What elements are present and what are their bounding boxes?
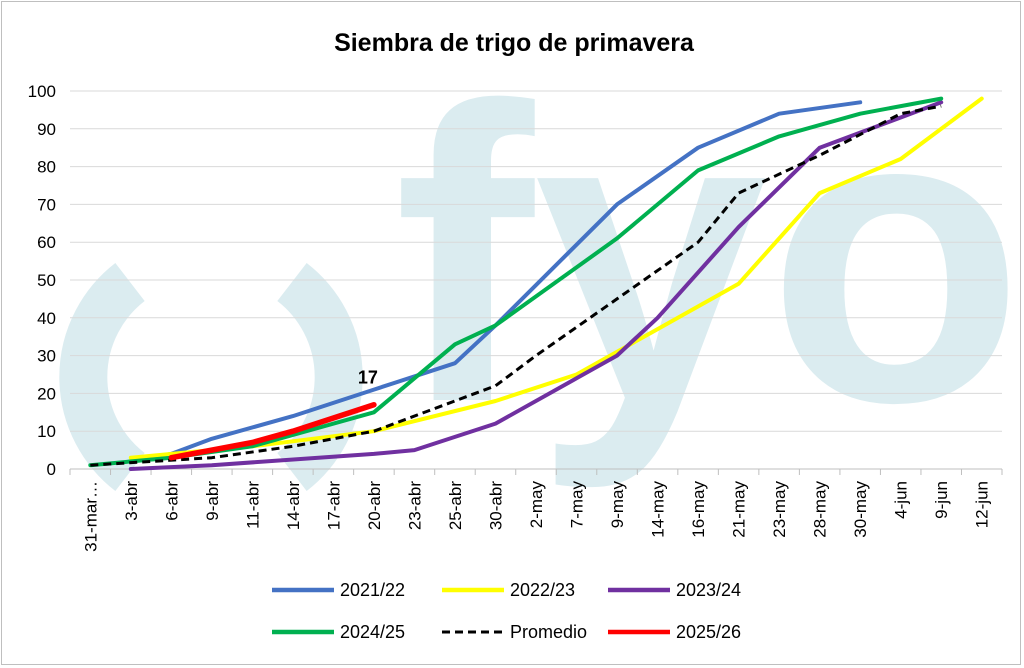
series-line-2022-23 — [128, 96, 984, 460]
legend-label: 2022/23 — [510, 580, 575, 600]
x-tick-label: 11-abr — [243, 481, 262, 529]
watermark-text: fyo — [394, 21, 1022, 492]
x-tick-label: 30-abr — [486, 481, 505, 530]
x-tick-label: 6-abr — [162, 481, 181, 521]
x-tick-label: 23-may — [770, 481, 789, 538]
annotations: 17 — [358, 368, 378, 388]
y-axis: 0 10 20 30 40 50 60 70 80 90 100 — [28, 82, 56, 479]
x-tick-label: 12-jun — [973, 481, 992, 528]
legend-item-2025-26: 2025/26 — [608, 622, 741, 642]
watermark-arc-right — [276, 263, 363, 491]
x-tick-label: 9-abr — [203, 481, 222, 521]
y-tick-label: 100 — [28, 82, 56, 101]
x-tick-label: 4-jun — [892, 481, 911, 519]
legend-item-2021-22: 2021/22 — [272, 580, 405, 600]
series-line-2021-22 — [128, 100, 863, 464]
y-tick-label: 20 — [37, 384, 56, 403]
x-tick-label: 20-abr — [365, 481, 384, 530]
watermark-arc-left — [59, 263, 146, 491]
x-tick-label: 9-may — [608, 481, 627, 529]
x-tick-label: 2-may — [527, 481, 546, 529]
x-tick-label: 14-may — [649, 481, 668, 538]
chart-title: Siembra de trigo de primavera — [334, 29, 695, 57]
x-tick-label: 9-jun — [932, 481, 951, 519]
y-tick-label: 30 — [37, 347, 56, 366]
legend-label: Promedio — [510, 622, 587, 642]
fyo-watermark: fyo — [59, 21, 1022, 492]
x-tick-label: 21-may — [730, 481, 749, 538]
x-tick-label: 30-may — [851, 481, 870, 538]
legend-item-2023-24: 2023/24 — [608, 580, 741, 600]
y-tick-label: 50 — [37, 271, 56, 290]
x-tick-label: 28-may — [811, 481, 830, 538]
x-tick-label: 31-mar… — [81, 481, 100, 552]
y-tick-label: 10 — [37, 422, 56, 441]
x-tick-label: 23-abr — [405, 481, 424, 530]
legend-label: 2025/26 — [676, 622, 741, 642]
series-lines — [88, 96, 984, 471]
x-tick-label: 25-abr — [446, 481, 465, 530]
series-line-2025-26 — [168, 401, 377, 461]
y-tick-label: 80 — [37, 158, 56, 177]
y-tick-label: 70 — [37, 195, 56, 214]
legend-item-promedio: Promedio — [442, 622, 587, 642]
data-label: 17 — [358, 368, 378, 388]
legend-label: 2024/25 — [340, 622, 405, 642]
x-tick-label: 14-abr — [284, 481, 303, 530]
legend-label: 2021/22 — [340, 580, 405, 600]
y-tick-label: 0 — [47, 460, 56, 479]
legend-label: 2023/24 — [676, 580, 741, 600]
legend: 2021/22 2022/23 2023/24 2024/25 Promedio 2025… — [272, 580, 741, 642]
y-tick-label: 60 — [37, 233, 56, 252]
x-tick-label: 7-may — [568, 481, 587, 529]
x-tick-label: 3-abr — [122, 481, 141, 521]
series-line-2023-24 — [128, 100, 944, 471]
y-tick-label: 90 — [37, 120, 56, 139]
legend-item-2022-23: 2022/23 — [442, 580, 575, 600]
x-tick-label: 17-abr — [324, 481, 343, 530]
y-tick-label: 40 — [37, 309, 56, 328]
x-axis: 31-mar… 3-abr 6-abr 9-abr 11-abr 14-abr 17-abr… — [69, 468, 1003, 552]
series-line-promedio — [90, 104, 942, 467]
x-tick-label: 16-may — [689, 481, 708, 538]
legend-item-2024-25: 2024/25 — [272, 622, 405, 642]
